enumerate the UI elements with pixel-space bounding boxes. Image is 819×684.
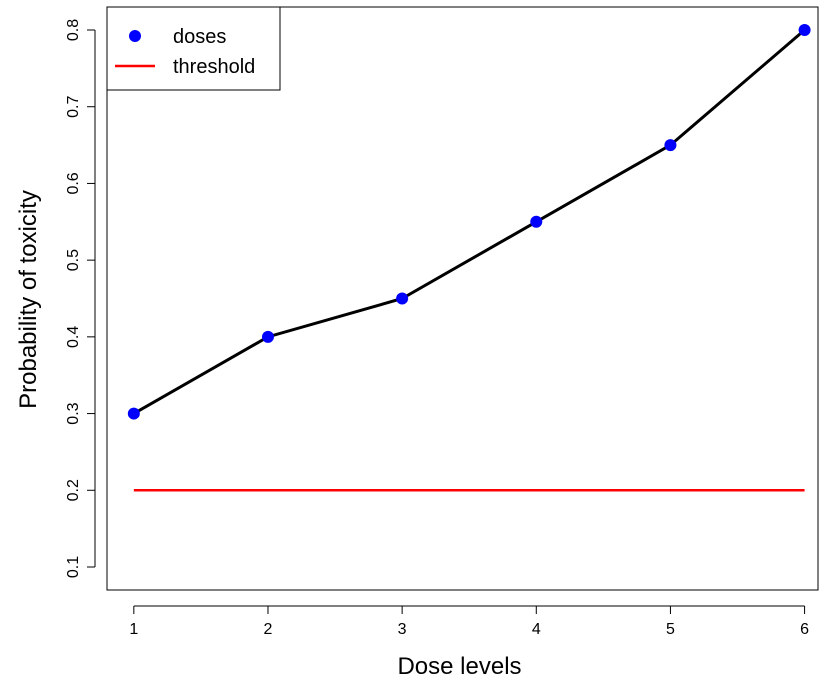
x-tick-label: 1 [129, 621, 138, 638]
y-tick-label: 0.8 [65, 19, 82, 41]
y-tick-label: 0.6 [65, 172, 82, 194]
x-tick-label: 5 [666, 621, 675, 638]
legend-box [106, 6, 281, 91]
legend-marker-doses [129, 30, 141, 42]
y-tick-label: 0.4 [65, 326, 82, 348]
y-tick-label: 0.7 [65, 96, 82, 118]
legend-label: doses [173, 26, 226, 48]
x-tick-label: 4 [532, 621, 541, 638]
y-tick-label: 0.1 [65, 556, 82, 578]
doses-point [664, 139, 677, 152]
x-tick-label: 3 [398, 621, 407, 638]
y-axis-title: Probability of toxicity [15, 190, 42, 409]
x-tick-label: 6 [800, 621, 809, 638]
legend-label: threshold [173, 56, 255, 78]
y-tick-label: 0.2 [65, 479, 82, 501]
doses-point [261, 330, 274, 343]
doses-point [530, 215, 543, 228]
x-axis-title: Dose levels [397, 653, 521, 680]
axes: 1 2 3 4 5 6 0.1 0.2 0.3 0.4 0.5 0.6 0.7 0.8 [65, 6, 819, 638]
doses-point [396, 292, 409, 305]
plot-frame [106, 6, 819, 591]
legend: doses threshold [106, 6, 281, 91]
doses-point [127, 407, 140, 420]
x-tick-label: 2 [264, 621, 273, 638]
y-tick-label: 0.5 [65, 249, 82, 271]
doses-series-line [133, 28, 806, 415]
doses-point [798, 24, 811, 37]
series-layer [127, 24, 811, 420]
y-tick-label: 0.3 [65, 402, 82, 424]
